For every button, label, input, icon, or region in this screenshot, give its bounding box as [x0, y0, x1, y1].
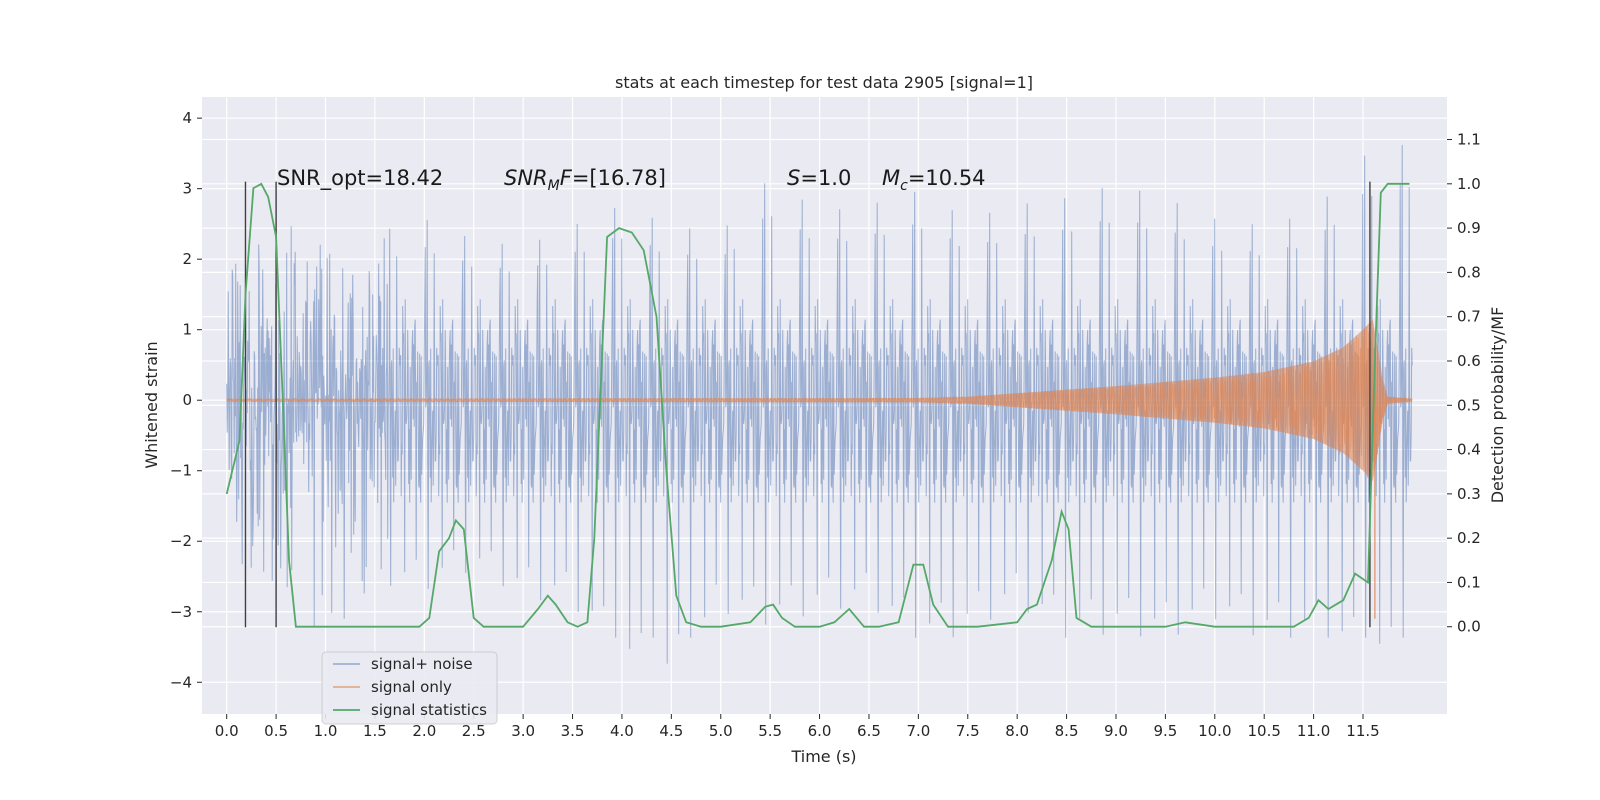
x-tick-label: 3.5 — [561, 722, 585, 740]
y-right-tick-label: 0.2 — [1457, 529, 1481, 547]
y-right-tick-label: 0.7 — [1457, 308, 1481, 326]
y-left-tick-label: 4 — [182, 109, 192, 127]
x-tick-label: 5.5 — [758, 722, 782, 740]
y-left-tick-label: −4 — [170, 673, 192, 691]
y-left-tick-label: −3 — [170, 603, 192, 621]
x-tick-label: 2.0 — [412, 722, 436, 740]
y-right-tick-label: 0.3 — [1457, 485, 1481, 503]
annotation-snr-opt: SNR_opt=18.42 — [277, 166, 443, 191]
x-tick-label: 8.5 — [1055, 722, 1079, 740]
y-left-tick-label: −1 — [170, 462, 192, 480]
series-signal-only — [226, 319, 1413, 619]
y-left-tick-label: 3 — [182, 180, 192, 198]
y-axis-right-ticks: 1.1 1.0 0.9 0.8 0.7 0.6 0.5 0.4 0.3 0.2 0.1 0.0 — [1447, 131, 1481, 636]
y-axis-left-ticks: 4 3 2 1 0 −1 −2 −3 −4 — [170, 109, 202, 691]
x-tick-label: 10.0 — [1198, 722, 1231, 740]
series-signal-plus-noise — [226, 144, 1413, 664]
x-tick-label: 11.0 — [1297, 722, 1330, 740]
annotations: SNR_opt=18.42 SNRMF=[16.78] S=1.0 Mc=10.… — [277, 166, 986, 194]
x-tick-label: 1.5 — [363, 722, 387, 740]
x-tick-label: 6.5 — [857, 722, 881, 740]
chart-title: stats at each timestep for test data 290… — [615, 73, 1033, 92]
annotation-s: S=1.0 — [787, 166, 851, 190]
x-tick-label: 1.0 — [314, 722, 338, 740]
y-right-tick-label: 0.9 — [1457, 219, 1481, 237]
x-tick-label: 4.5 — [659, 722, 683, 740]
y-left-tick-label: 0 — [182, 391, 192, 409]
y-right-tick-label: 1.1 — [1457, 131, 1481, 149]
x-tick-label: 9.0 — [1104, 722, 1128, 740]
x-tick-label: 2.5 — [462, 722, 486, 740]
annotation-snr-mf: SNRMF=[16.78] — [504, 166, 666, 194]
y-right-tick-label: 0.1 — [1457, 573, 1481, 591]
x-tick-label: 4.0 — [610, 722, 634, 740]
y-right-tick-label: 0.4 — [1457, 441, 1481, 459]
y-right-tick-label: 0.0 — [1457, 618, 1481, 636]
x-tick-label: 11.5 — [1346, 722, 1379, 740]
x-tick-label: 6.0 — [808, 722, 832, 740]
legend-box — [321, 651, 498, 725]
y-axis-left-label: Whitened strain — [142, 341, 161, 468]
stats-line — [225, 182, 1410, 628]
series-signal-statistics — [225, 182, 1410, 628]
legend: signal+ noise signal only signal statist… — [321, 651, 498, 725]
y-left-tick-label: 2 — [182, 250, 192, 268]
x-tick-label: 8.0 — [1005, 722, 1029, 740]
y-right-tick-label: 0.5 — [1457, 396, 1481, 414]
legend-label-noise: signal+ noise — [371, 655, 473, 673]
legend-label-signal: signal only — [371, 678, 452, 696]
x-axis-label: Time (s) — [790, 747, 856, 766]
y-axis-right-label: Detection probability/MF — [1488, 307, 1507, 504]
x-tick-label: 7.0 — [906, 722, 930, 740]
noise-trace — [226, 144, 1413, 664]
legend-label-stats: signal statistics — [371, 701, 487, 719]
y-right-tick-label: 0.6 — [1457, 352, 1481, 370]
annotation-mc: Mc=10.54 — [882, 166, 986, 194]
x-axis-ticks: 0.0 0.5 1.0 1.5 2.0 2.5 3.0 3.5 4.0 4.5 5.0 5.5 6.0 6… — [215, 714, 1380, 740]
y-right-tick-label: 0.8 — [1457, 263, 1481, 281]
x-tick-label: 3.0 — [511, 722, 535, 740]
signal-trace — [226, 326, 1413, 474]
x-tick-label: 7.5 — [956, 722, 980, 740]
x-tick-label: 9.5 — [1153, 722, 1177, 740]
y-left-tick-label: 1 — [182, 321, 192, 339]
y-left-tick-label: −2 — [170, 532, 192, 550]
y-right-tick-label: 1.0 — [1457, 175, 1481, 193]
x-tick-label: 5.0 — [709, 722, 733, 740]
x-tick-label: 0.0 — [215, 722, 239, 740]
x-tick-label: 10.5 — [1247, 722, 1280, 740]
x-tick-label: 0.5 — [264, 722, 288, 740]
